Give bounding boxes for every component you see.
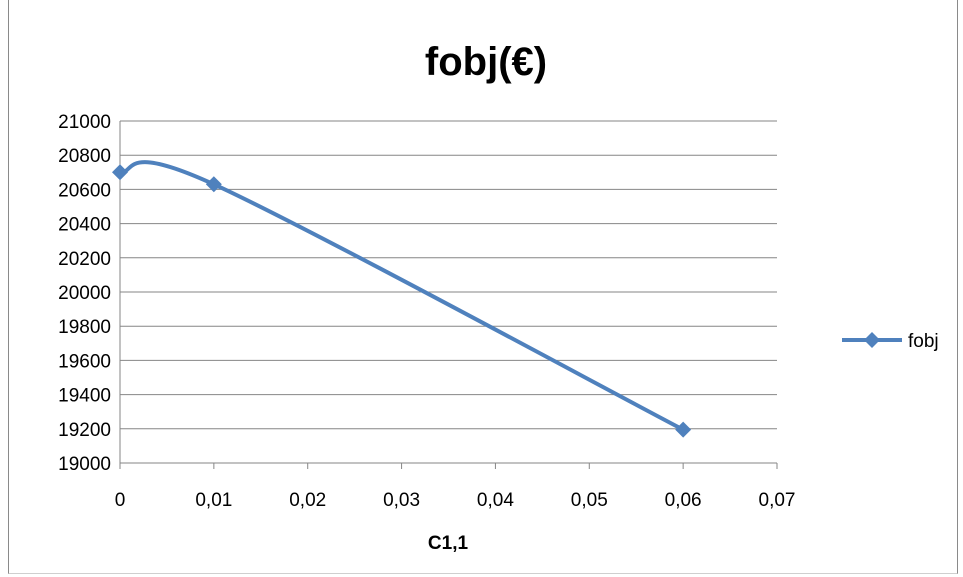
x-tick-label: 0,06 (665, 490, 702, 511)
y-tick-label: 19800 (58, 317, 111, 338)
y-tick-label: 20000 (58, 283, 111, 304)
x-tick-labels: 0 0,01 0,02 0,03 0,04 0,05 0,06 0,07 (115, 490, 796, 511)
legend-label-fobj: fobj (908, 331, 939, 352)
y-tick-label: 19000 (58, 454, 111, 475)
y-tick-label: 21000 (58, 112, 111, 133)
y-tick-label: 20200 (58, 249, 111, 270)
x-tick-label: 0,04 (477, 490, 514, 511)
legend-marker-diamond (864, 332, 880, 348)
data-point-marker (205, 176, 222, 193)
x-tick-label: 0,05 (571, 490, 608, 511)
chart-title: fobj(€) (425, 40, 547, 84)
y-tick-label: 20600 (58, 180, 111, 201)
series-group (112, 160, 692, 438)
x-axis-label: C1,1 (428, 533, 469, 554)
series-line-fobj (118, 160, 686, 432)
y-tick-labels: 19000 19200 19400 19600 19800 20000 20200 20400… (58, 112, 111, 475)
chart-frame (8, 0, 958, 574)
data-point-marker (112, 164, 128, 181)
axes (119, 121, 778, 469)
data-point-marker (675, 421, 692, 438)
y-tick-label: 19200 (58, 420, 111, 441)
y-tick-label: 19400 (58, 386, 111, 407)
y-tick-label: 19600 (58, 351, 111, 372)
gridlines (120, 120, 777, 464)
legend: fobj (842, 331, 939, 352)
x-tick-label: 0,02 (289, 490, 326, 511)
x-tick-label: 0,07 (759, 490, 796, 511)
y-tick-label: 20800 (58, 146, 111, 167)
x-tick-label: 0 (115, 490, 126, 511)
y-tick-label: 20400 (58, 215, 111, 236)
x-tick-label: 0,03 (383, 490, 420, 511)
x-tick-label: 0,01 (195, 490, 232, 511)
